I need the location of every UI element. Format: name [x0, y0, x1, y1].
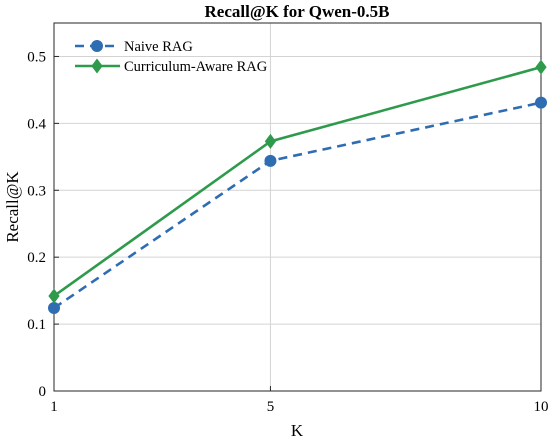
y-tick-label: 0.2	[27, 250, 46, 266]
legend-label: Curriculum-Aware RAG	[124, 59, 268, 75]
legend: Naive RAG Curriculum-Aware RAG	[75, 39, 268, 75]
y-tick-label: 0.1	[27, 317, 46, 333]
x-tick-label: 1	[50, 399, 58, 415]
y-tick-label: 0.3	[27, 183, 46, 199]
series-naive-rag	[48, 96, 547, 315]
data-point	[264, 133, 277, 149]
axis-ticks: 0 0.1 0.2 0.3 0.4 0.5 1 5 10	[27, 49, 548, 415]
y-tick-label: 0	[39, 384, 47, 400]
series-curriculum-aware-rag	[48, 59, 547, 304]
y-tick-label: 0.5	[27, 49, 46, 65]
y-tick-label: 0.4	[27, 116, 46, 132]
data-point	[48, 302, 60, 315]
x-tick-label: 5	[267, 399, 275, 415]
series-group	[48, 59, 547, 315]
data-point	[535, 59, 547, 75]
y-axis-label: Recall@K	[3, 171, 22, 243]
data-point	[48, 288, 60, 304]
series-line	[53, 65, 542, 298]
legend-label: Naive RAG	[124, 39, 193, 55]
x-axis-label: K	[291, 421, 304, 440]
data-point	[264, 154, 277, 167]
data-point	[535, 96, 547, 109]
chart-title: Recall@K for Qwen-0.5B	[205, 2, 390, 21]
grid-lines	[54, 23, 541, 391]
legend-marker	[91, 58, 103, 74]
x-tick-label: 10	[534, 399, 549, 415]
plot-area-frame	[53, 22, 542, 392]
legend-marker	[91, 40, 103, 52]
